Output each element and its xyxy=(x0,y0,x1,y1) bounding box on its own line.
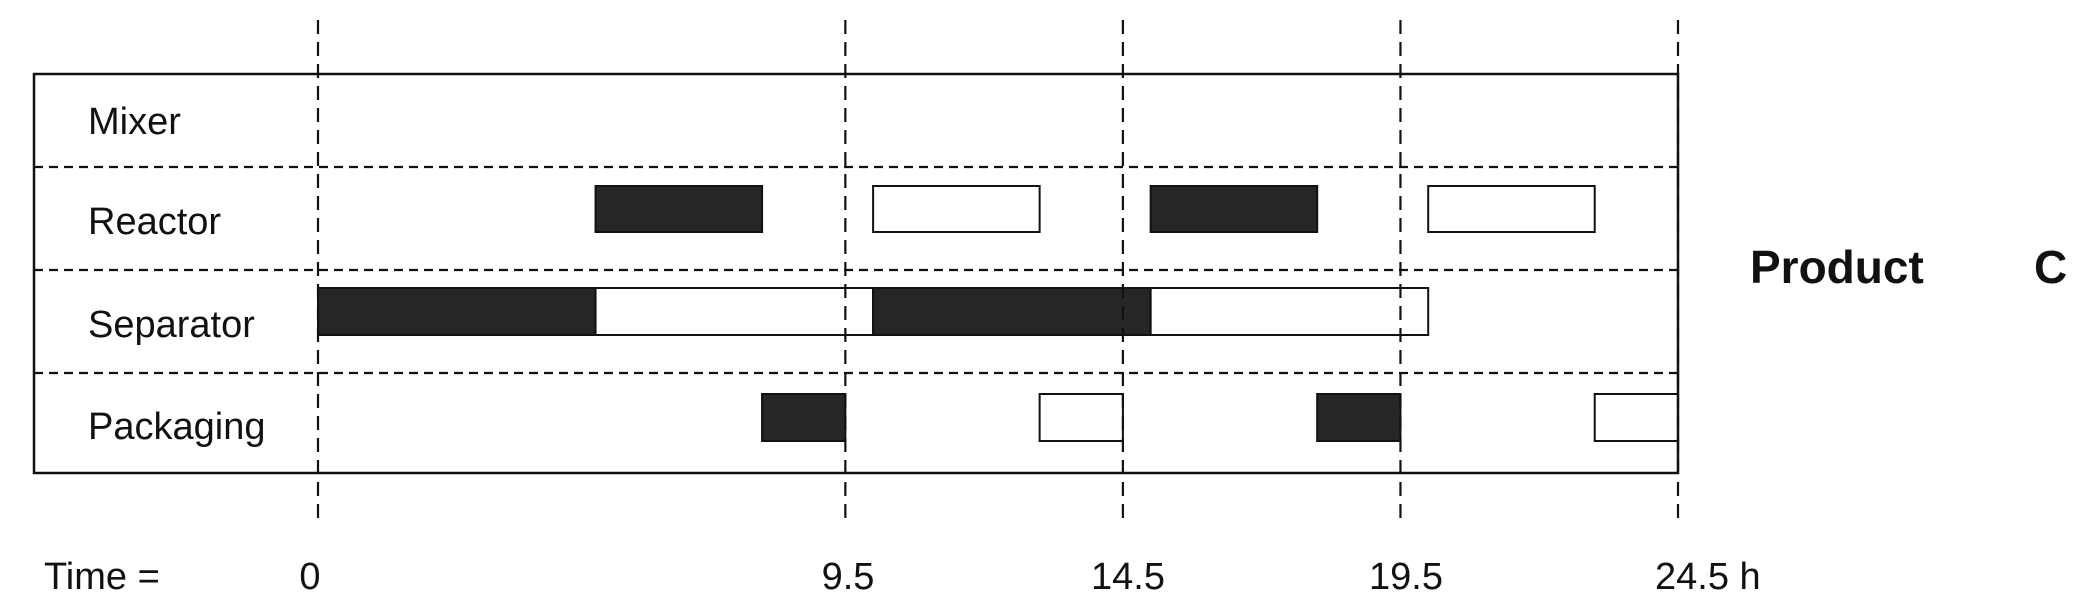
time-tick-label-0: 0 xyxy=(299,556,320,598)
row-label-separator: Separator xyxy=(88,304,255,346)
row-label-reactor: Reactor xyxy=(88,201,221,243)
time-tick-label-24-5: 24.5 h xyxy=(1655,556,1761,598)
time-tick-label-19-5: 19.5 xyxy=(1369,556,1443,598)
time-axis-prefix: Time = xyxy=(44,556,160,598)
separator-task-bar-filled-4 xyxy=(317,287,597,336)
task-bars xyxy=(317,185,1680,442)
row-label-mixer: Mixer xyxy=(88,101,181,143)
reactor-task-bar-filled-0 xyxy=(594,185,764,233)
reactor-task-bar-filled-2 xyxy=(1149,185,1319,233)
packaging-task-bar-filled-10 xyxy=(1316,393,1402,442)
time-tick-label-14-5: 14.5 xyxy=(1091,556,1165,598)
separator-task-bar-hollow-5 xyxy=(594,287,875,336)
separator-task-bar-hollow-7 xyxy=(1149,287,1430,336)
product-word: Product xyxy=(1750,241,1924,293)
product-letter: C xyxy=(2034,241,2067,293)
separator-task-bar-filled-6 xyxy=(872,287,1152,336)
packaging-task-bar-hollow-9 xyxy=(1038,393,1124,442)
reactor-task-bar-hollow-3 xyxy=(1427,185,1596,233)
packaging-task-bar-filled-8 xyxy=(761,393,847,442)
packaging-task-bar-hollow-11 xyxy=(1593,393,1680,442)
chart-frame xyxy=(32,72,1680,475)
reactor-task-bar-hollow-1 xyxy=(872,185,1041,233)
row-label-packaging: Packaging xyxy=(88,406,265,448)
time-tick-label-9-5: 9.5 xyxy=(822,556,875,598)
